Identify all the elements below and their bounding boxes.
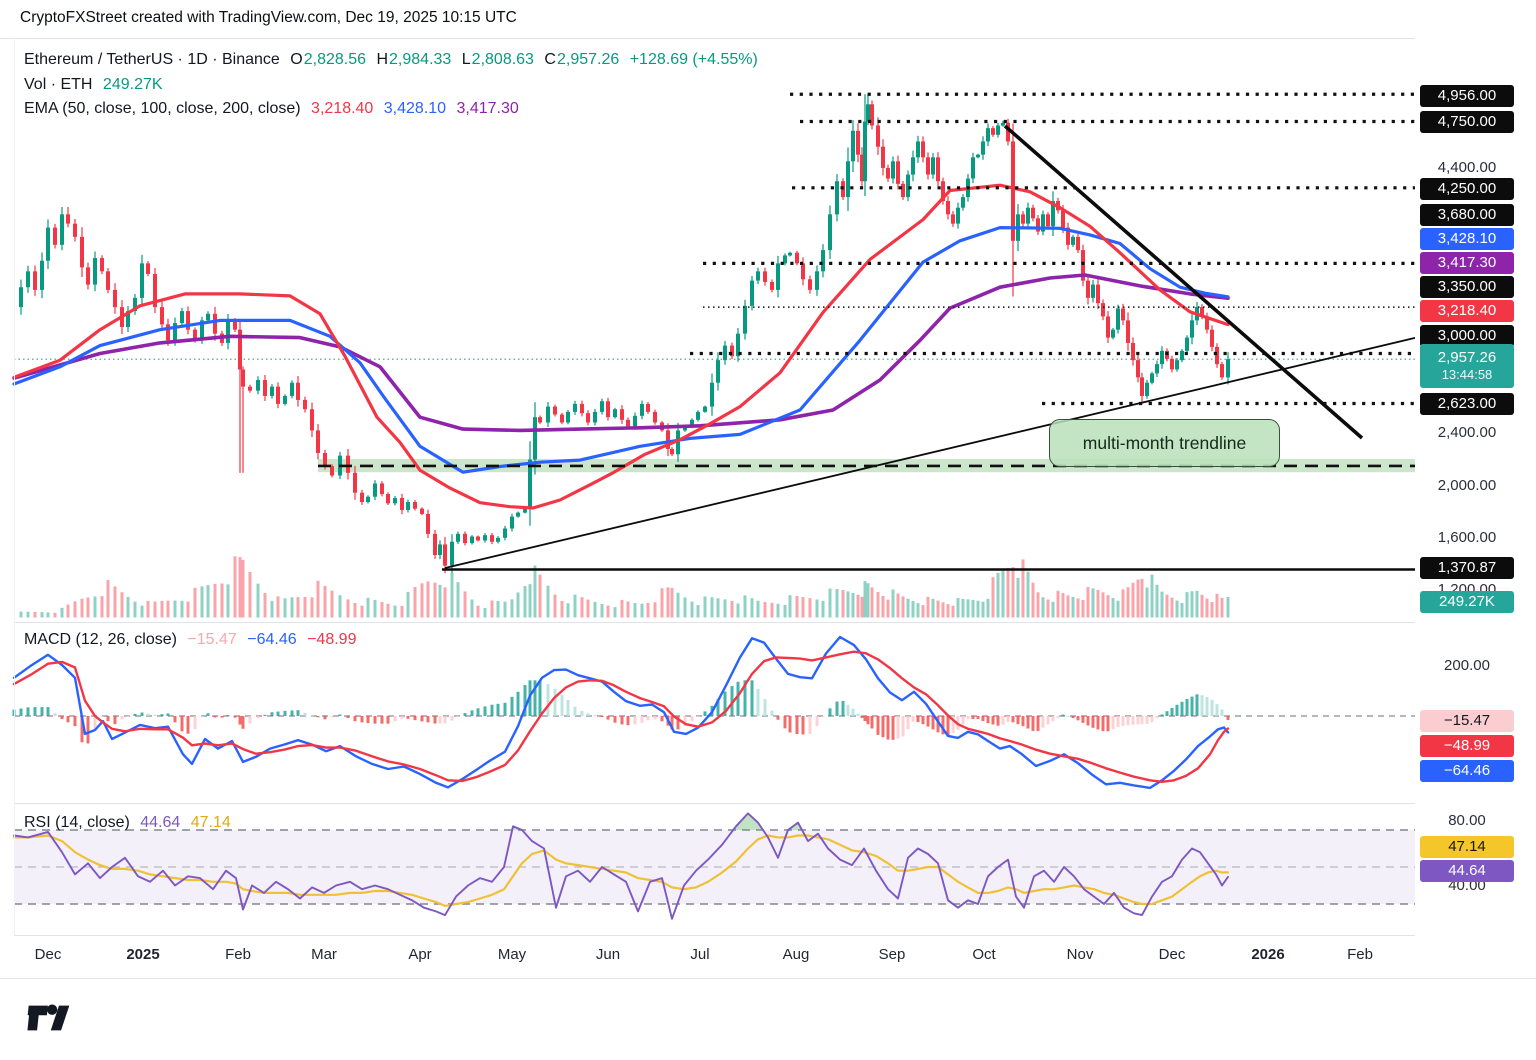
attribution-text: CryptoFXStreet created with TradingView.…	[20, 9, 517, 26]
ohlc-close-value: 2,957.26	[556, 51, 620, 68]
rsi-axis-tick: 80.00	[1448, 812, 1486, 829]
ema-label: EMA (50, close, 100, close, 200, close)	[24, 100, 301, 117]
time-axis-label: Apr	[408, 946, 432, 963]
ema100-value: 3,428.10	[383, 100, 447, 117]
time-axis-label: Aug	[782, 946, 810, 963]
rsi-axis-label: 47.14	[1420, 836, 1514, 858]
price-axis-label: 4,750.00	[1420, 111, 1514, 133]
time-axis-label: Dec	[34, 946, 62, 963]
macd-legend[interactable]: MACD (12, 26, close) −15.47 −64.46 −48.9…	[24, 631, 362, 649]
rsi-label: RSI (14, close)	[24, 814, 130, 831]
plot-left-edge	[14, 38, 15, 935]
ohlc-high-value: 2,984.33	[389, 51, 452, 68]
rsi-ma-value: 47.14	[190, 814, 231, 831]
ohlc-low-value: 2,808.63	[471, 51, 534, 68]
ohlc-high-label: H	[376, 51, 389, 68]
time-axis-label: Mar	[311, 946, 337, 963]
time-axis-label: Jul	[690, 946, 710, 963]
volume-value: 249.27K	[102, 76, 163, 93]
rsi-value: 44.64	[140, 814, 181, 831]
time-axis-divider	[14, 935, 1515, 936]
time-axis-label: 2025	[126, 946, 160, 963]
price-axis-tick: 1,600.00	[1437, 529, 1497, 546]
tradingview-logo-icon	[27, 1004, 70, 1031]
time-axis-label: Oct	[972, 946, 996, 963]
macd-line-value: −64.46	[247, 631, 297, 648]
macd-axis-label: −64.46	[1420, 760, 1514, 782]
macd-axis-label: −15.47	[1420, 710, 1514, 732]
pane-resize-handle-macd[interactable]	[14, 622, 1515, 623]
ohlc-open-value: 2,828.56	[303, 51, 367, 68]
attribution-bar: CryptoFXStreet created with TradingView.…	[0, 0, 1536, 38]
price-axis-label: 4,956.00	[1420, 85, 1514, 107]
rsi-axis-label: 44.64	[1420, 860, 1514, 882]
time-axis[interactable]: Dec 2025 Feb Mar Apr May Jun Jul Aug Sep Oct Nov Dec…	[0, 936, 1415, 978]
ema200-value: 3,417.30	[456, 100, 519, 117]
symbol-legend[interactable]: Ethereum / TetherUS · 1D · Binance O2,82…	[24, 51, 764, 69]
price-axis[interactable]: USDT 4,400.002,400.002,000.001,600.001,2…	[1415, 38, 1536, 978]
ema50-value: 3,218.40	[311, 100, 374, 117]
ema-legend[interactable]: EMA (50, close, 100, close, 200, close) …	[24, 100, 525, 118]
price-axis-label: 3,218.40	[1420, 300, 1514, 322]
price-axis-tick: 2,400.00	[1437, 424, 1497, 441]
price-axis-tick: 2,000.00	[1437, 477, 1497, 494]
time-axis-label: Nov	[1066, 946, 1094, 963]
ohlc-close-label: C	[544, 51, 556, 68]
price-axis-tick: 4,400.00	[1437, 159, 1497, 176]
time-axis-label: Dec	[1158, 946, 1186, 963]
price-axis-label: 2,623.00	[1420, 393, 1514, 415]
volume-label: Vol · ETH	[24, 76, 93, 93]
tradingview-logo[interactable]: TradingView	[26, 998, 446, 1042]
price-axis-label: 3,417.30	[1420, 252, 1514, 274]
macd-signal-value: −48.99	[307, 631, 357, 648]
time-axis-label: Feb	[1347, 946, 1373, 963]
chart-bottom-divider	[0, 978, 1536, 979]
topbar-divider	[0, 38, 1536, 39]
price-axis-label: 3,680.00	[1420, 204, 1514, 226]
time-axis-label: Jun	[595, 946, 621, 963]
price-axis-label: 1,370.87	[1420, 557, 1514, 579]
price-axis-label: 4,250.00	[1420, 178, 1514, 200]
price-axis-label: 2,957.26 13:44:58	[1420, 344, 1514, 388]
trendline-annotation[interactable]: multi-month trendline	[1049, 419, 1280, 467]
time-axis-label: Sep	[878, 946, 906, 963]
price-axis-label: 3,428.10	[1420, 228, 1514, 250]
price-axis-label: 3,000.00	[1420, 325, 1514, 347]
macd-axis-tick: 200.00	[1444, 657, 1490, 674]
macd-label: MACD (12, 26, close)	[24, 631, 177, 648]
time-axis-label: Feb	[225, 946, 251, 963]
ohlc-open-label: O	[290, 51, 303, 68]
time-axis-label: 2026	[1251, 946, 1285, 963]
macd-axis-label: −48.99	[1420, 735, 1514, 757]
macd-hist-value: −15.47	[187, 631, 237, 648]
pane-resize-handle-rsi[interactable]	[14, 803, 1515, 804]
price-axis-label: 249.27K	[1420, 591, 1514, 613]
price-axis-label: 3,350.00	[1420, 276, 1514, 298]
symbol-title: Ethereum / TetherUS · 1D · Binance	[24, 51, 280, 68]
change-value: +128.69 (+4.55%)	[629, 51, 758, 68]
volume-legend[interactable]: Vol · ETH 249.27K	[24, 76, 169, 94]
time-axis-label: May	[497, 946, 527, 963]
ohlc-low-label: L	[461, 51, 471, 68]
rsi-legend[interactable]: RSI (14, close) 44.64 47.14	[24, 814, 237, 832]
